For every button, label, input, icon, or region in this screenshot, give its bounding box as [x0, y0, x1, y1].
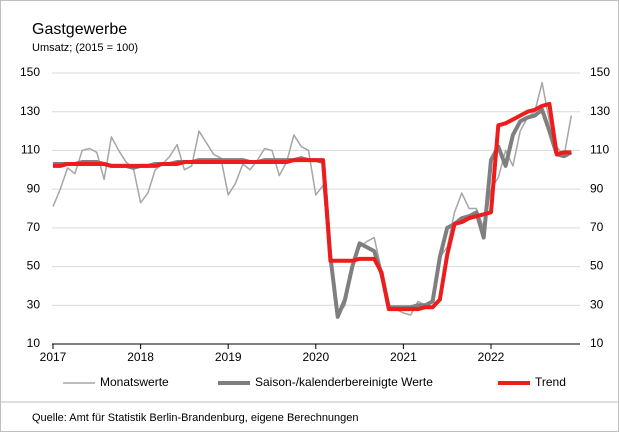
x-tick-label: 2019: [215, 350, 242, 364]
legend-label: Trend: [535, 375, 566, 389]
y-tick-label: 90: [27, 181, 41, 195]
y2-tick-label: 30: [590, 297, 604, 311]
y2-tick-label: 70: [590, 220, 604, 234]
y-tick-label: 110: [21, 143, 40, 157]
y-tick-label: 130: [20, 104, 40, 118]
y-tick-label: 70: [27, 220, 41, 234]
y2-tick-label: 90: [590, 181, 604, 195]
x-tick-label: 2022: [478, 350, 505, 364]
x-tick-label: 2020: [302, 350, 329, 364]
series-line: [53, 101, 572, 312]
y2-tick-label: 10: [590, 336, 604, 350]
x-tick-label: 2021: [390, 350, 417, 364]
chart-title: Gastgewerbe: [32, 21, 127, 38]
y-tick-label: 150: [20, 65, 40, 79]
chart-subtitle: Umsatz; (2015 = 100): [32, 42, 138, 54]
y-tick-label: 10: [27, 336, 41, 350]
y2-tick-label: 130: [590, 104, 610, 118]
legend-label: Monatswerte: [100, 375, 169, 389]
source: Quelle: Amt für Statistik Berlin-Branden…: [32, 412, 359, 424]
x-tick-label: 2018: [127, 350, 154, 364]
y2-tick-label: 50: [590, 259, 604, 273]
y2-tick-label: 150: [590, 65, 610, 79]
x-tick-label: 2017: [40, 350, 67, 364]
legend-label: Saison-/kalenderbereinigte Werte: [255, 375, 433, 389]
y-tick-label: 30: [27, 297, 41, 311]
y2-tick-label: 110: [590, 143, 609, 157]
y-tick-label: 50: [27, 259, 41, 273]
